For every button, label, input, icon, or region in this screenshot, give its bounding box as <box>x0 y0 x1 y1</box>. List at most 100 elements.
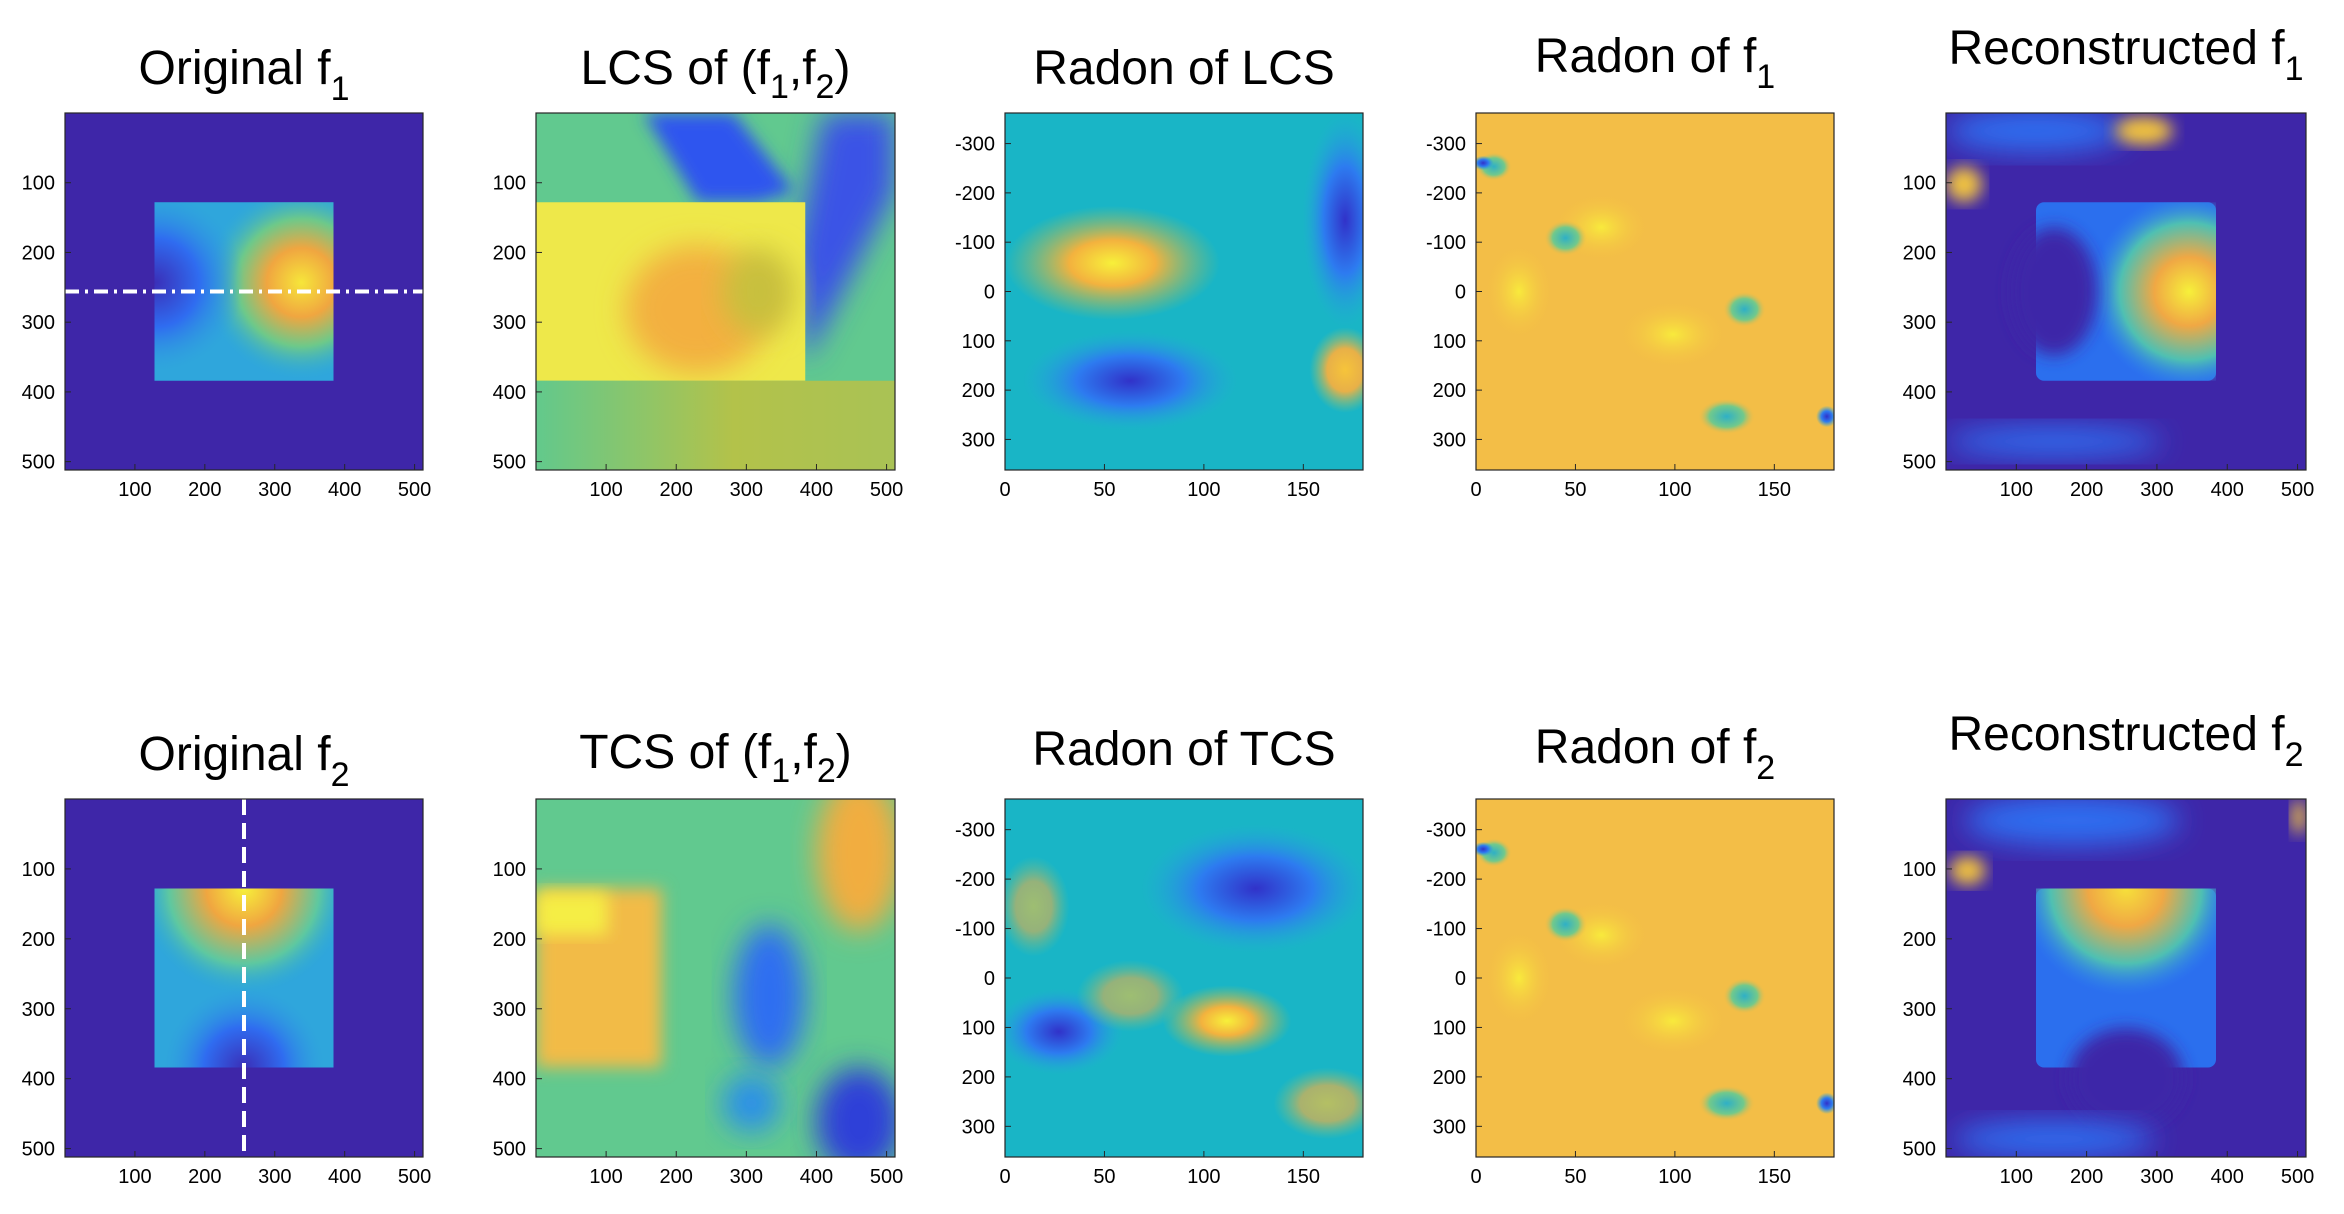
y-tick-label: 400 <box>493 382 526 404</box>
axes-frame <box>535 798 896 1158</box>
y-tick-label: 400 <box>22 1069 55 1091</box>
y-tick-label: 100 <box>1903 859 1936 881</box>
x-tick-label: 500 <box>2281 479 2314 501</box>
x-tick-label: 150 <box>1758 1166 1791 1188</box>
y-tick-label: 200 <box>1433 380 1466 402</box>
y-tick-label: -300 <box>1426 134 1466 156</box>
x-tick-label: 50 <box>1564 479 1586 501</box>
axes-frame <box>64 112 424 471</box>
panel-title: Original f2 <box>139 728 350 794</box>
panel-title: Radon of f1 <box>1535 30 1775 96</box>
heatmap-image <box>1476 799 1834 1157</box>
y-tick-label: 500 <box>22 1139 55 1161</box>
x-tick-label: 300 <box>2140 1166 2173 1188</box>
y-tick-label: -100 <box>955 232 995 254</box>
x-tick-label: 100 <box>2000 479 2033 501</box>
x-tick-label: 100 <box>1658 479 1691 501</box>
y-tick-label: -100 <box>1426 232 1466 254</box>
x-tick-label: 200 <box>188 1166 221 1188</box>
panel-title: Radon of f2 <box>1535 721 1775 787</box>
y-tick-label: 500 <box>1903 452 1936 474</box>
y-tick-label: 0 <box>1455 968 1466 990</box>
x-tick-label: 500 <box>870 479 903 501</box>
y-tick-label: 300 <box>493 999 526 1021</box>
y-tick-label: 100 <box>493 859 526 881</box>
y-tick-label: 500 <box>22 452 55 474</box>
y-tick-label: 100 <box>962 1017 995 1039</box>
y-tick-label: 400 <box>1903 382 1936 404</box>
y-tick-label: 100 <box>1433 1017 1466 1039</box>
x-tick-label: 300 <box>258 1166 291 1188</box>
x-tick-label: 100 <box>589 479 622 501</box>
x-tick-label: 500 <box>398 479 431 501</box>
x-tick-label: 150 <box>1287 1166 1320 1188</box>
x-tick-label: 100 <box>589 1166 622 1188</box>
panel-title: TCS of (f1,f2) <box>579 726 852 790</box>
y-tick-label: 200 <box>493 242 526 264</box>
y-tick-label: -300 <box>1426 820 1466 842</box>
panel-p6: 100 200 300 400 500 100 200 300 400 500 Original f… <box>22 728 432 1188</box>
y-tick-label: 100 <box>1903 173 1936 195</box>
y-tick-label: 300 <box>22 312 55 334</box>
x-tick-label: 100 <box>118 479 151 501</box>
heatmap-image <box>536 799 895 1157</box>
axes-frame <box>64 798 424 1158</box>
x-tick-label: 300 <box>730 479 763 501</box>
axes-frame <box>1945 112 2307 471</box>
y-tick-label: 100 <box>493 173 526 195</box>
x-tick-label: 400 <box>800 1166 833 1188</box>
y-tick-label: 0 <box>984 968 995 990</box>
y-tick-label: 400 <box>22 382 55 404</box>
x-tick-label: 100 <box>2000 1166 2033 1188</box>
x-tick-label: 500 <box>398 1166 431 1188</box>
x-tick-label: 0 <box>1470 1166 1481 1188</box>
x-tick-label: 200 <box>2070 1166 2103 1188</box>
x-tick-label: 150 <box>1287 479 1320 501</box>
heatmap-image <box>1005 799 1363 1157</box>
panel-title: LCS of (f1,f2) <box>581 42 851 106</box>
heatmap-image <box>65 113 423 470</box>
heatmap-image <box>1946 113 2306 470</box>
x-tick-label: 400 <box>2211 1166 2244 1188</box>
x-tick-label: 50 <box>1093 479 1115 501</box>
x-tick-label: 50 <box>1564 1166 1586 1188</box>
panel-p3: 0 50 100 150 -300 -200 -100 0 100 200 300 Radon of … <box>955 42 1364 501</box>
y-tick-label: 200 <box>962 380 995 402</box>
y-tick-label: 400 <box>1903 1069 1936 1091</box>
x-tick-label: 300 <box>258 479 291 501</box>
heatmap-image <box>1476 113 1834 470</box>
y-tick-label: 300 <box>493 312 526 334</box>
x-tick-label: 400 <box>328 479 361 501</box>
y-tick-label: -200 <box>955 183 995 205</box>
panel-p8: 0 50 100 150 -300 -200 -100 0 100 200 300 Radon of … <box>955 723 1364 1188</box>
y-tick-label: 100 <box>1433 331 1466 353</box>
x-tick-label: 50 <box>1093 1166 1115 1188</box>
x-tick-label: 400 <box>800 479 833 501</box>
x-tick-label: 400 <box>328 1166 361 1188</box>
panel-title: Original f1 <box>139 42 350 108</box>
x-tick-label: 100 <box>1187 479 1220 501</box>
y-tick-label: -300 <box>955 820 995 842</box>
panel-p9: 0 50 100 150 -300 -200 -100 0 100 200 300 Radon of … <box>1426 721 1835 1188</box>
y-tick-label: 0 <box>1455 282 1466 304</box>
x-tick-label: 0 <box>999 479 1010 501</box>
y-tick-label: 200 <box>1903 242 1936 264</box>
axes-frame <box>1945 798 2307 1158</box>
y-tick-label: 300 <box>1903 999 1936 1021</box>
panel-p1: 100 200 300 400 500 100 200 300 400 500 Original f… <box>22 42 432 501</box>
y-tick-label: 500 <box>493 1139 526 1161</box>
heatmap-image <box>1946 799 2306 1157</box>
y-tick-label: -200 <box>1426 183 1466 205</box>
y-tick-label: 200 <box>962 1067 995 1089</box>
x-tick-label: 200 <box>2070 479 2103 501</box>
x-tick-label: 0 <box>1470 479 1481 501</box>
y-tick-label: -100 <box>955 919 995 941</box>
y-tick-label: 400 <box>493 1069 526 1091</box>
x-tick-label: 100 <box>1658 1166 1691 1188</box>
y-tick-label: 500 <box>493 452 526 474</box>
y-tick-label: 200 <box>493 929 526 951</box>
y-tick-label: 200 <box>1903 929 1936 951</box>
x-tick-label: 150 <box>1758 479 1791 501</box>
y-tick-label: 300 <box>962 1116 995 1138</box>
y-tick-label: 300 <box>962 429 995 451</box>
